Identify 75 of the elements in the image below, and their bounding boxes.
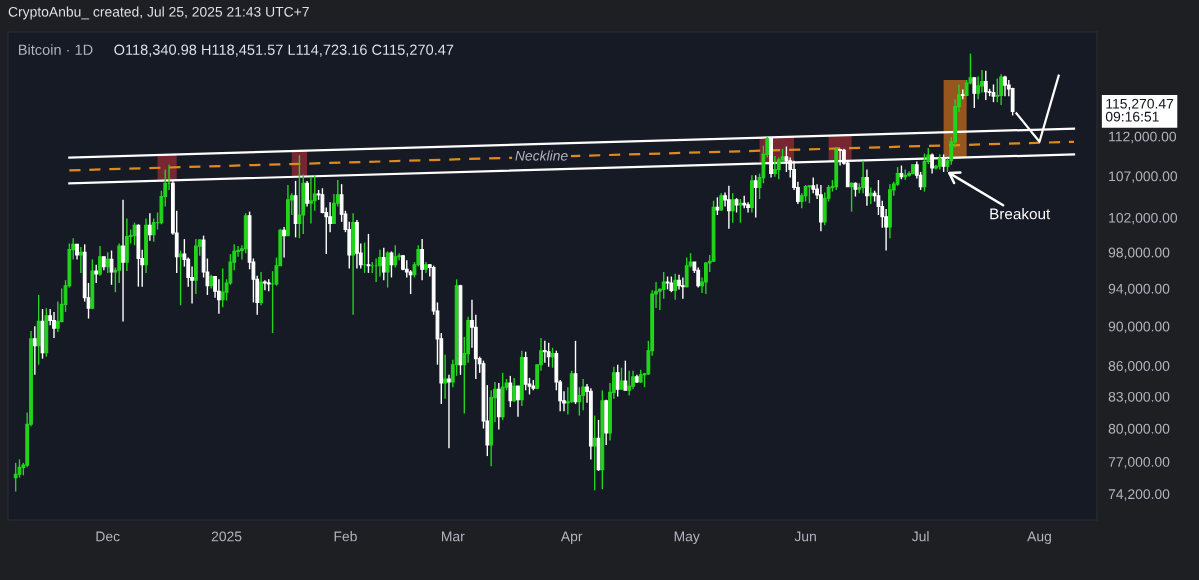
y-tick-label: 83,000.00 bbox=[1108, 391, 1170, 404]
candlestick bbox=[32, 325, 37, 376]
y-tick-label: 86,000.00 bbox=[1108, 361, 1170, 373]
candlestick bbox=[217, 278, 221, 315]
x-tick-label: Dec bbox=[96, 531, 120, 542]
candlestick bbox=[542, 340, 547, 364]
y-tick-label: 77,000.00 bbox=[1108, 457, 1170, 469]
annotation: Breakout bbox=[990, 208, 1051, 220]
y-tick-label: 94,000.00 bbox=[1108, 283, 1170, 296]
text: 115,270.47 09:16:51 bbox=[1105, 98, 1174, 122]
candlestick bbox=[895, 166, 900, 187]
candlestick bbox=[443, 353, 448, 400]
x-tick-label: 2025 bbox=[211, 531, 242, 542]
x-tick-label: May bbox=[674, 531, 700, 545]
candlestick bbox=[730, 192, 735, 224]
candlestick bbox=[408, 269, 413, 295]
candlestick bbox=[52, 311, 56, 339]
candlestick bbox=[512, 377, 517, 403]
candlestick bbox=[13, 462, 18, 493]
candlestick bbox=[305, 180, 309, 208]
x-tick-label: Jul bbox=[911, 531, 929, 542]
candlestick bbox=[282, 226, 286, 259]
candlestick bbox=[393, 244, 398, 269]
candlestick bbox=[738, 198, 743, 224]
candlestick bbox=[378, 248, 382, 278]
y-tick-label: 80,000.00 bbox=[1108, 423, 1170, 436]
y-tick-label: 112,000.00 bbox=[1109, 131, 1177, 144]
y-tick-label: 107,000.00 bbox=[1109, 171, 1178, 183]
candlestick bbox=[623, 359, 628, 391]
candlestick bbox=[121, 199, 125, 323]
candlestick bbox=[516, 385, 520, 418]
candlestick bbox=[999, 73, 1004, 106]
candlestick bbox=[147, 212, 152, 242]
candlestick bbox=[389, 250, 394, 279]
x-tick-label: Aug bbox=[1027, 531, 1051, 545]
candlestick bbox=[381, 247, 386, 281]
candlestick bbox=[447, 374, 451, 449]
candlestick bbox=[983, 69, 988, 101]
series-label: Neckline bbox=[515, 150, 568, 161]
candlestick bbox=[773, 155, 777, 178]
candlestick bbox=[385, 250, 390, 289]
candlestick bbox=[592, 414, 597, 492]
text: O118,340.98 H118,451.57 L114,723.16 C115,270.47 bbox=[114, 44, 454, 57]
x-tick-label: Mar bbox=[441, 531, 465, 542]
y-tick-label: 98,000.00 bbox=[1108, 247, 1170, 260]
candlestick bbox=[55, 300, 60, 333]
candlestick bbox=[865, 168, 869, 207]
candlestick bbox=[726, 185, 731, 230]
candlestick bbox=[1003, 75, 1007, 97]
candlestick bbox=[861, 160, 865, 194]
candlestick bbox=[876, 179, 881, 216]
candlestick bbox=[220, 267, 225, 308]
y-tick-label: 102,000.00 bbox=[1109, 212, 1178, 225]
candlestick bbox=[684, 256, 689, 289]
y-tick-label: 90,000.00 bbox=[1108, 321, 1170, 334]
candlestick bbox=[309, 176, 313, 225]
candlestick bbox=[94, 264, 99, 284]
text: CryptoAnbu_ created, Jul 25, 2025 21:43 UTC+7 bbox=[8, 6, 309, 20]
candlestick bbox=[627, 370, 632, 397]
candlestick bbox=[320, 187, 325, 215]
candlestick bbox=[263, 279, 267, 292]
text: Bitcoin · 1D bbox=[19, 44, 93, 55]
candlestick bbox=[178, 249, 183, 306]
candlestick bbox=[508, 375, 513, 408]
candlestick bbox=[259, 271, 263, 306]
x-tick-label: Jun bbox=[794, 531, 816, 542]
candlestick bbox=[78, 246, 83, 274]
candlestick bbox=[546, 342, 551, 368]
candlestick bbox=[995, 77, 1000, 103]
x-tick-label: Apr bbox=[560, 531, 583, 545]
candlestick bbox=[615, 364, 620, 398]
x-tick-label: Feb bbox=[334, 531, 357, 542]
candlestick bbox=[98, 245, 102, 277]
y-tick-label: 74,200.00 bbox=[1108, 489, 1170, 501]
candlestick bbox=[972, 76, 977, 109]
